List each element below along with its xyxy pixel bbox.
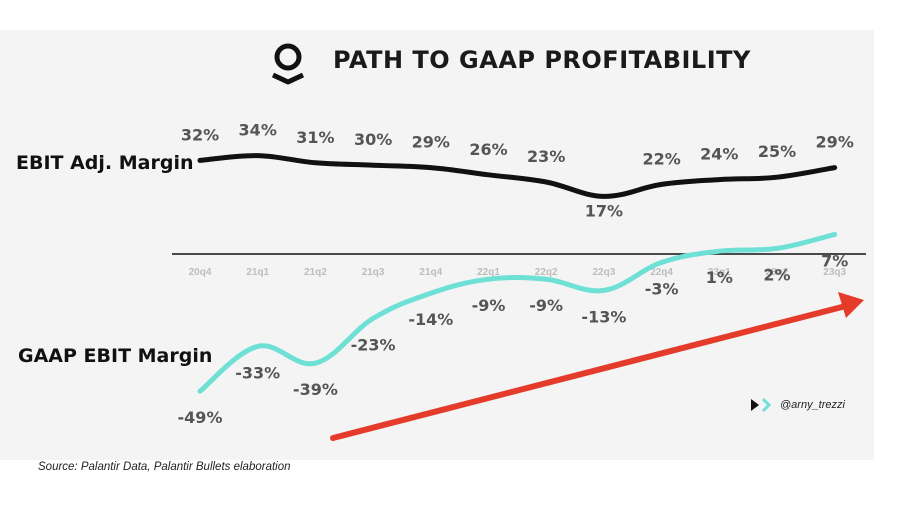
x-tick-label: 22q3 xyxy=(593,267,616,278)
data-label-gaap: -39% xyxy=(293,380,338,399)
data-label-gaap: -9% xyxy=(472,296,506,315)
data-label-gaap: -9% xyxy=(529,296,563,315)
data-label-gaap: -14% xyxy=(408,310,453,329)
data-label-ebit-adj: 32% xyxy=(181,125,219,144)
data-label-gaap: 2% xyxy=(763,265,790,284)
data-label-gaap: -49% xyxy=(178,408,223,427)
x-tick-label: 23q2 xyxy=(766,267,789,278)
x-tick-label: 21q4 xyxy=(419,267,442,278)
author-handle: @arny_trezzi xyxy=(750,397,845,413)
data-label-ebit-adj: 31% xyxy=(296,128,334,147)
data-label-ebit-adj: 17% xyxy=(585,201,623,220)
palantir-logo-icon xyxy=(271,43,305,85)
data-label-gaap: -33% xyxy=(235,363,280,382)
play-icon xyxy=(751,397,772,413)
data-label-ebit-adj: 25% xyxy=(758,142,796,161)
data-label-ebit-adj: 30% xyxy=(354,130,392,149)
x-tick-label: 20q4 xyxy=(189,267,212,278)
chart-panel xyxy=(0,30,874,460)
handle-text: @arny_trezzi xyxy=(780,399,845,411)
data-label-gaap: -23% xyxy=(351,335,396,354)
data-label-ebit-adj: 22% xyxy=(642,149,680,168)
series-line-gaap-ebit-margin xyxy=(197,231,838,394)
x-tick-label: 22q1 xyxy=(477,267,500,278)
x-tick-label: 22q2 xyxy=(535,267,558,278)
x-tick-label: 21q1 xyxy=(246,267,269,278)
x-tick-label: 21q2 xyxy=(304,267,327,278)
series-label-gaap-ebit-margin: GAAP EBIT Margin xyxy=(18,345,213,367)
data-label-gaap: -13% xyxy=(581,307,626,326)
x-tick-label: 22q4 xyxy=(650,267,673,278)
data-label-ebit-adj: 23% xyxy=(527,147,565,166)
data-label-ebit-adj: 29% xyxy=(412,133,450,152)
data-label-ebit-adj: 34% xyxy=(239,121,277,140)
x-tick-label: 21q3 xyxy=(362,267,385,278)
data-label-ebit-adj: 24% xyxy=(700,145,738,164)
data-label-gaap: -3% xyxy=(645,279,679,298)
data-label-gaap: 7% xyxy=(821,251,848,270)
trend-arrow-shaft xyxy=(330,304,845,441)
series-line-ebit-adj-margin xyxy=(197,153,838,199)
x-tick-label: 23q1 xyxy=(708,267,731,278)
trend-arrow-head xyxy=(838,292,864,318)
chart-title: PATH TO GAAP PROFITABILITY xyxy=(333,46,751,74)
data-label-ebit-adj: 26% xyxy=(469,140,507,159)
data-label-ebit-adj: 29% xyxy=(816,133,854,152)
x-tick-label: 23q3 xyxy=(823,267,846,278)
source-note: Source: Palantir Data, Palantir Bullets … xyxy=(38,461,291,473)
series-label-ebit-adj-margin: EBIT Adj. Margin xyxy=(16,152,194,174)
data-label-gaap: 1% xyxy=(706,268,733,287)
